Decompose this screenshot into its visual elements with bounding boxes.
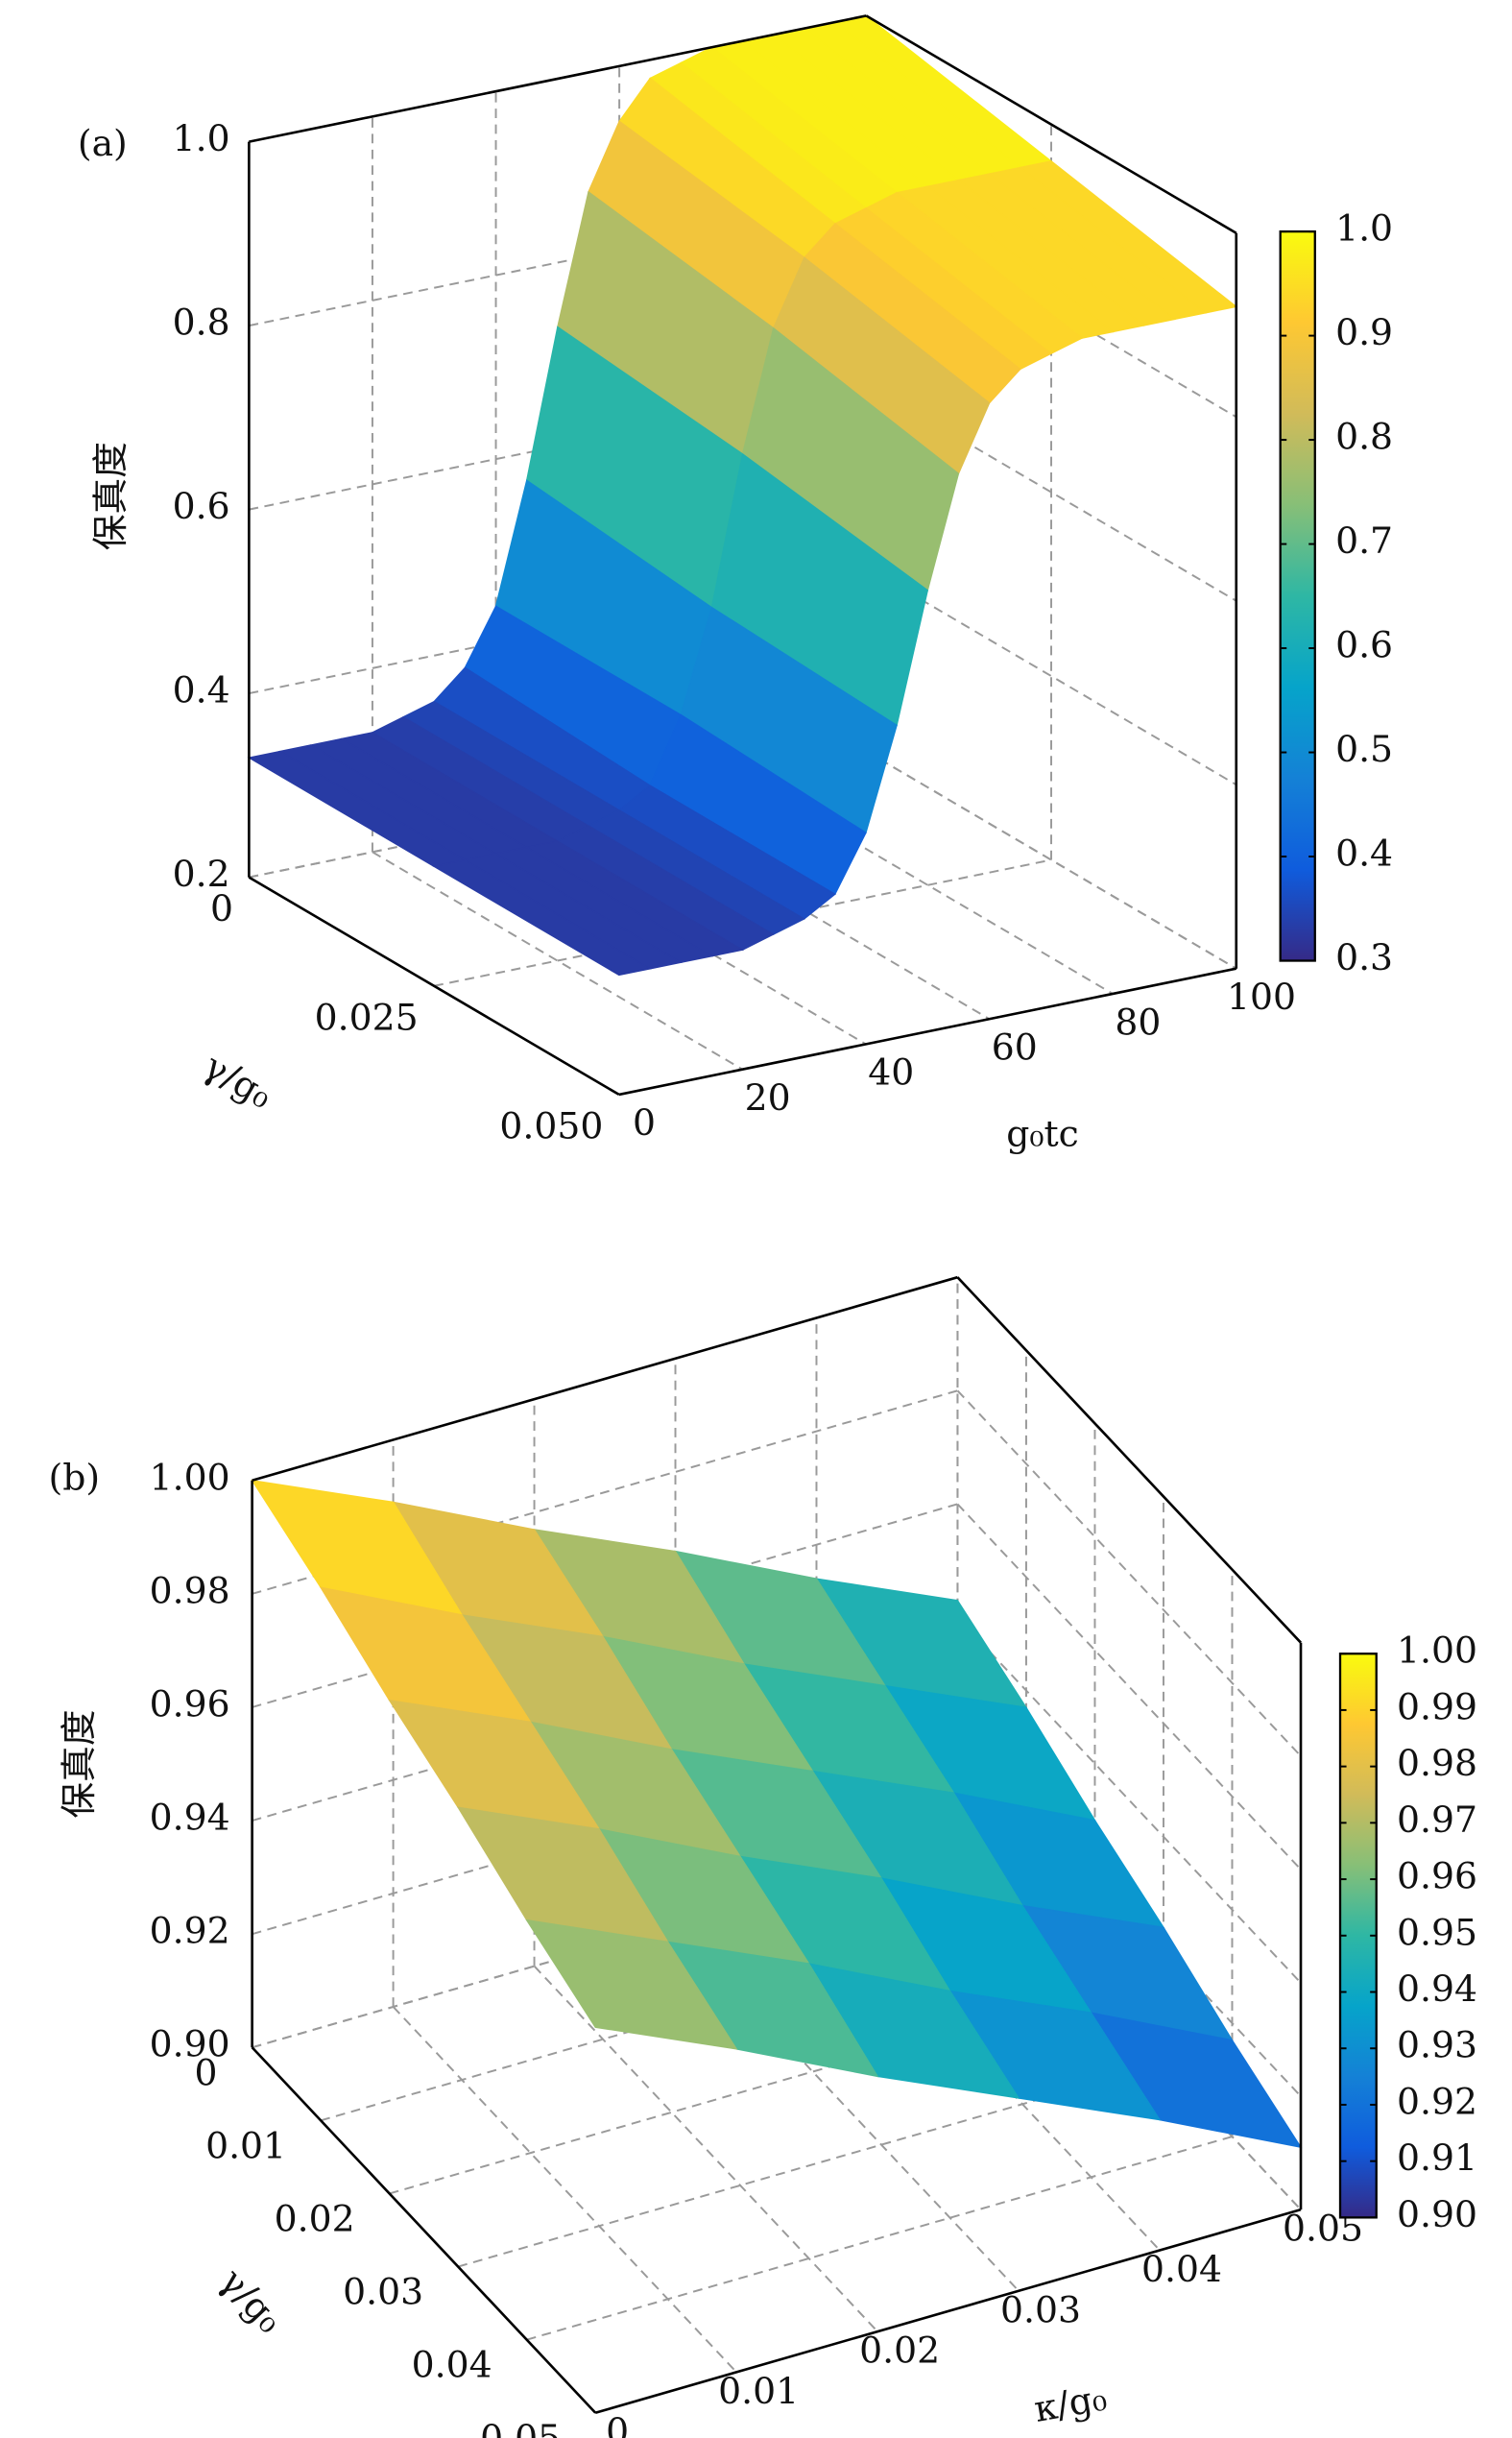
grid-line bbox=[956, 1389, 1302, 1757]
x-tick-label: 60 bbox=[992, 1026, 1038, 1069]
z-tick-label: 0.92 bbox=[150, 1910, 230, 1952]
colorbar-tick-label: 0.6 bbox=[1335, 624, 1393, 666]
x-axis-label: g₀tc bbox=[1006, 1113, 1079, 1155]
z-tick-label: 0.4 bbox=[173, 669, 230, 712]
grid-line bbox=[389, 1989, 1095, 2195]
surface-patch bbox=[432, 859, 652, 977]
colorbar-tick-label: 0.96 bbox=[1397, 1855, 1477, 1897]
axis-edge bbox=[594, 2208, 1302, 2415]
y-axis-label: γ/g₀ bbox=[211, 2259, 291, 2341]
z-axis-label: 保真度 bbox=[58, 1709, 100, 1818]
axis-edge bbox=[249, 14, 867, 143]
axis-edge bbox=[618, 967, 1237, 1097]
colorbar-tick-label: 0.97 bbox=[1397, 1798, 1477, 1841]
colorbar-tick-label: 0.92 bbox=[1397, 2080, 1477, 2122]
panel-label: (a) bbox=[78, 122, 128, 164]
grid-line bbox=[865, 750, 1237, 970]
grid-line bbox=[457, 2063, 1164, 2268]
grid-line bbox=[372, 851, 743, 1071]
z-tick-label: 0.94 bbox=[150, 1797, 230, 1839]
z-tick-label: 0.2 bbox=[173, 853, 230, 895]
y-tick-label: 0.05 bbox=[480, 2417, 561, 2438]
colorbar-tick-label: 0.5 bbox=[1335, 728, 1393, 770]
x-tick-label: 0.01 bbox=[718, 2370, 799, 2412]
z-tick-label: 0.6 bbox=[173, 485, 230, 527]
z-tick-label: 1.00 bbox=[150, 1456, 230, 1498]
axis-edge bbox=[251, 2046, 597, 2414]
colorbar-tick-label: 1.0 bbox=[1335, 207, 1393, 250]
y-tick-label: 0 bbox=[210, 887, 233, 929]
grid-line bbox=[956, 1616, 1302, 1984]
grid-line bbox=[252, 1389, 958, 1595]
z-tick-label: 0.96 bbox=[150, 1682, 230, 1725]
y-tick-label: 0.050 bbox=[499, 1105, 603, 1147]
y-tick-label: 0.025 bbox=[315, 996, 419, 1038]
y-axis-label: γ/g₀ bbox=[197, 1045, 280, 1117]
colorbar bbox=[1279, 229, 1316, 962]
colorbar-tick-label: 0.8 bbox=[1335, 416, 1393, 458]
axis-edge bbox=[252, 1275, 958, 1483]
z-tick-label: 1.0 bbox=[173, 117, 230, 159]
grid-line bbox=[526, 2136, 1233, 2341]
panel-label: (b) bbox=[49, 1456, 101, 1498]
z-tick-label: 0.98 bbox=[150, 1569, 230, 1611]
x-axis-label: κ/g₀ bbox=[1031, 2377, 1110, 2430]
x-tick-label: 20 bbox=[745, 1076, 791, 1119]
y-tick-label: 0 bbox=[195, 2051, 218, 2093]
x-tick-label: 80 bbox=[1115, 1001, 1161, 1043]
y-tick-label: 0.03 bbox=[343, 2271, 423, 2313]
z-axis-label: 保真度 bbox=[89, 442, 132, 550]
axis-edge bbox=[865, 14, 1237, 234]
grid-line bbox=[392, 2006, 737, 2374]
z-tick-label: 0.90 bbox=[150, 2023, 230, 2065]
x-tick-label: 0.03 bbox=[1000, 2288, 1081, 2330]
colorbar-tick-label: 0.91 bbox=[1397, 2136, 1477, 2179]
colorbar-tick-label: 1.00 bbox=[1397, 1629, 1477, 1672]
colorbar-tick-label: 0.94 bbox=[1397, 1967, 1477, 2010]
colorbar-tick-label: 0.9 bbox=[1335, 311, 1393, 353]
colorbar-tick-label: 0.90 bbox=[1397, 2193, 1477, 2235]
y-tick-label: 0.04 bbox=[412, 2344, 492, 2386]
x-tick-label: 0 bbox=[633, 1101, 656, 1144]
colorbar-tick-label: 0.98 bbox=[1397, 1742, 1477, 1784]
surface-patch bbox=[525, 1919, 738, 2050]
x-tick-label: 0.04 bbox=[1141, 2248, 1222, 2290]
z-tick-label: 0.8 bbox=[173, 302, 230, 344]
grid-line bbox=[533, 1965, 878, 2332]
x-tick-label: 0 bbox=[606, 2410, 629, 2438]
axis-edge bbox=[956, 1276, 1302, 1644]
x-tick-label: 0.02 bbox=[859, 2329, 940, 2372]
y-tick-label: 0.01 bbox=[205, 2124, 286, 2166]
colorbar-tick-label: 0.93 bbox=[1397, 2024, 1477, 2066]
colorbar-tick-label: 0.3 bbox=[1335, 936, 1393, 978]
axis-edge bbox=[248, 876, 620, 1097]
grid-line bbox=[865, 567, 1237, 786]
y-tick-label: 0.02 bbox=[275, 2197, 355, 2239]
x-tick-label: 40 bbox=[868, 1051, 914, 1094]
colorbar-tick-label: 0.7 bbox=[1335, 519, 1393, 562]
colorbar-tick-label: 0.95 bbox=[1397, 1911, 1477, 1953]
colorbar-tick-label: 0.4 bbox=[1335, 833, 1393, 875]
x-tick-label: 100 bbox=[1227, 976, 1296, 1018]
colorbar-tick-label: 0.99 bbox=[1397, 1685, 1477, 1727]
grid-line bbox=[956, 1503, 1302, 1871]
